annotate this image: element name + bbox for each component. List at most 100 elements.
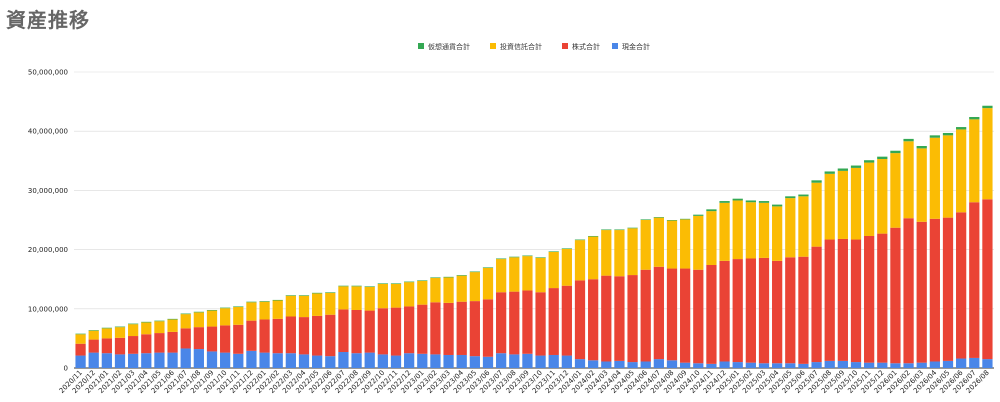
- bar-segment: [719, 260, 730, 362]
- bar-segment: [128, 324, 139, 337]
- bar-segment: [706, 209, 717, 212]
- bar-segment: [772, 260, 783, 364]
- bar-segment: [561, 355, 572, 368]
- bar-segment: [850, 167, 862, 240]
- bar-segment: [877, 362, 888, 368]
- legend: 仮想通貨合計 投資信託合計 株式合計 現金合計: [418, 42, 650, 51]
- bar-segment: [864, 160, 875, 163]
- bar-segment: [167, 318, 178, 320]
- bar-segment: [548, 251, 559, 252]
- bar-segment: [837, 360, 848, 368]
- bar-segment: [574, 359, 586, 368]
- bar-segment: [469, 301, 480, 357]
- bar-segment: [233, 307, 244, 325]
- bar-segment: [942, 217, 954, 361]
- bar-segment: [785, 257, 796, 364]
- bar-segment: [298, 295, 310, 318]
- bar-segment: [390, 283, 402, 284]
- bar-segment: [325, 292, 336, 293]
- bar-segment: [128, 336, 139, 354]
- bar-segment: [101, 353, 112, 368]
- bar-segment: [614, 276, 625, 361]
- bar-segment: [180, 313, 191, 315]
- bar-segment: [101, 327, 112, 329]
- bar-segment: [509, 256, 520, 258]
- bar-segment: [482, 356, 494, 368]
- bar-segment: [574, 280, 586, 360]
- bar-segment: [417, 280, 428, 281]
- bar-segment: [430, 302, 441, 355]
- bar-segment: [969, 116, 980, 120]
- bar-segment: [758, 201, 770, 203]
- bar-segment: [850, 362, 862, 368]
- bar-segment: [890, 153, 901, 228]
- legend-label: 投資信託合計: [500, 42, 542, 51]
- bar-segment: [141, 322, 152, 335]
- bar-segment: [535, 292, 546, 356]
- bar-segment: [916, 146, 927, 149]
- bar-segment: [877, 233, 888, 363]
- bar-segment: [430, 278, 441, 303]
- bar-segment: [469, 272, 480, 302]
- bar-segment: [206, 309, 218, 311]
- bar-segment: [877, 159, 888, 234]
- bar-segment: [719, 202, 730, 261]
- bar-segment: [522, 255, 533, 257]
- bar-segment: [88, 330, 99, 331]
- bar-segment: [969, 119, 980, 203]
- bar-segment: [798, 196, 809, 257]
- bar-segment: [180, 348, 191, 368]
- y-tick-label: 0: [64, 365, 68, 373]
- x-axis: 2020/112020/122021/012021/022021/032021/…: [58, 368, 991, 395]
- bar-segment: [482, 267, 494, 300]
- bar-segment: [824, 360, 835, 368]
- bar-segment: [522, 256, 533, 291]
- bar-segment: [154, 320, 165, 322]
- bar-segment: [811, 362, 822, 368]
- bar-segment: [785, 196, 796, 199]
- bar-segment: [404, 282, 415, 307]
- bar-segment: [364, 286, 375, 287]
- bar-segment: [745, 200, 756, 203]
- bar-segment: [154, 321, 165, 334]
- bar-segment: [732, 198, 743, 201]
- bar-segment: [929, 218, 940, 362]
- bar-segment: [890, 363, 901, 368]
- bar-segment: [206, 351, 218, 368]
- bar-segment: [469, 356, 480, 368]
- legend-label: 株式合計: [572, 42, 600, 51]
- bar-segment: [903, 218, 914, 364]
- bar-segment: [88, 339, 99, 353]
- bar-segment: [956, 127, 967, 130]
- bar-segment: [220, 325, 231, 353]
- y-tick-label: 20,000,000: [28, 246, 68, 254]
- bar-segment: [246, 302, 257, 321]
- bar-segment: [193, 312, 204, 328]
- bar-segment: [75, 343, 86, 356]
- bar-segment: [535, 257, 546, 258]
- bar-segment: [456, 354, 467, 368]
- bar-segment: [522, 290, 533, 354]
- bar-segment: [903, 138, 914, 142]
- bar-segment: [193, 349, 204, 368]
- bars: [75, 105, 993, 368]
- bar-segment: [312, 293, 323, 316]
- bar-segment: [443, 354, 454, 368]
- bar-segment: [601, 230, 612, 276]
- bar-segment: [956, 358, 967, 368]
- bar-segment: [167, 331, 178, 353]
- bar-segment: [982, 105, 993, 109]
- bar-segment: [929, 137, 940, 219]
- bar-segment: [811, 182, 822, 247]
- bar-segment: [154, 352, 165, 368]
- bar-segment: [969, 357, 980, 368]
- bar-segment: [404, 281, 415, 283]
- bar-segment: [535, 355, 546, 368]
- bar-segment: [824, 171, 835, 174]
- bar-segment: [627, 228, 638, 276]
- bar-segment: [364, 352, 375, 368]
- bar-segment: [430, 354, 441, 368]
- bar-segment: [666, 268, 678, 361]
- bar-segment: [719, 201, 730, 203]
- bar-segment: [824, 239, 835, 361]
